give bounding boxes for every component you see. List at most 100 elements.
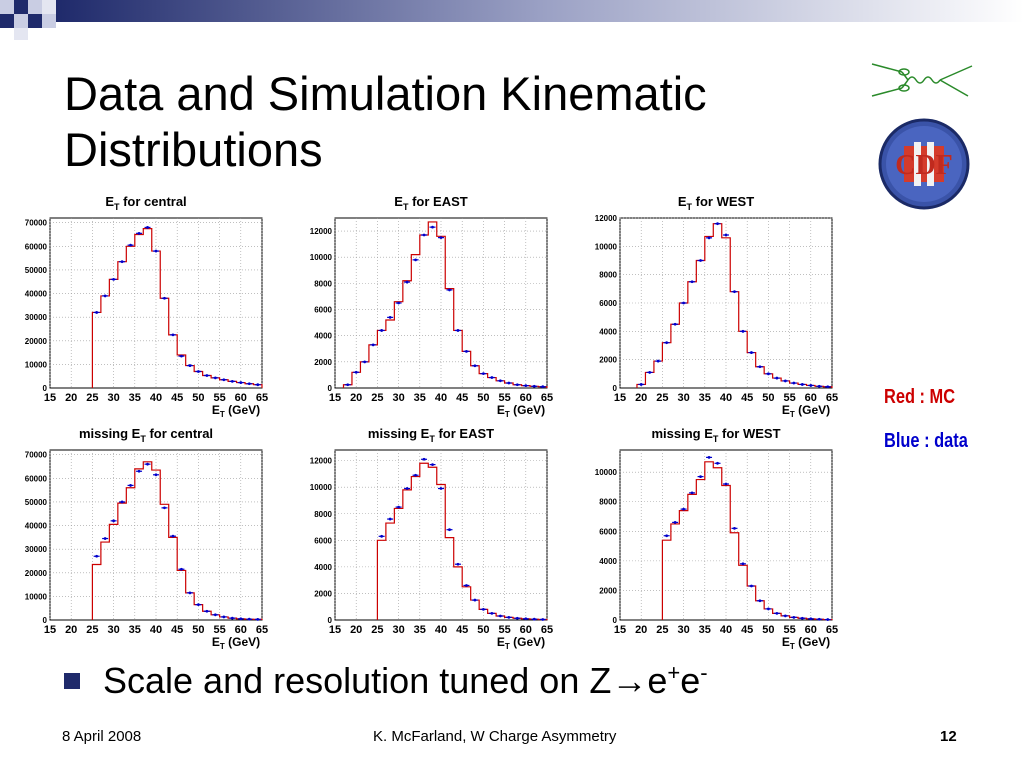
data-point	[169, 534, 176, 538]
x-tick-label: 25	[371, 392, 383, 404]
y-tick-label: 12000	[595, 214, 618, 223]
data-point	[706, 236, 713, 240]
y-tick-label: 2000	[314, 358, 332, 367]
y-tick-label: 10000	[310, 253, 333, 262]
data-point	[782, 379, 789, 383]
y-tick-label: 70000	[25, 219, 48, 228]
x-tick-label: 60	[520, 624, 532, 636]
y-tick-label: 30000	[25, 313, 48, 322]
y-tick-label: 20000	[25, 569, 48, 578]
x-tick-label: 65	[256, 624, 268, 636]
data-point	[531, 617, 538, 621]
data-point	[186, 364, 193, 367]
x-tick-label: 45	[741, 624, 753, 636]
x-axis-label: ET (GeV)	[212, 635, 260, 650]
x-tick-label: 45	[741, 392, 753, 404]
x-tick-label: 20	[635, 392, 647, 404]
data-point	[395, 301, 402, 305]
data-point	[790, 381, 797, 385]
y-tick-label: 6000	[599, 299, 617, 308]
y-tick-label: 12000	[310, 227, 333, 236]
data-point	[790, 615, 797, 619]
data-point	[680, 507, 687, 511]
data-point	[539, 385, 546, 389]
footer-date: 8 April 2008	[62, 728, 142, 745]
data-point	[169, 333, 176, 337]
data-point	[714, 461, 721, 465]
y-tick-label: 4000	[314, 332, 332, 341]
x-tick-label: 30	[392, 624, 404, 636]
x-tick-label: 20	[635, 624, 647, 636]
data-point	[505, 381, 512, 385]
mc-histogram	[91, 461, 263, 621]
x-axis-label: ET (GeV)	[212, 403, 260, 418]
data-point	[471, 598, 478, 602]
chart-et-central: ET for central 15 20 25 30 35 40 45 50 55 60 65 0 100…	[20, 190, 290, 418]
cdf-seal-icon: CDF	[878, 118, 970, 210]
data-point	[672, 521, 679, 524]
data-point	[161, 296, 168, 300]
data-point	[186, 591, 193, 595]
y-tick-label: 2000	[599, 586, 617, 595]
data-point	[212, 376, 219, 380]
bullet-sup-plus: +	[667, 660, 681, 685]
x-tick-label: 15	[329, 624, 341, 636]
y-tick-label: 8000	[314, 510, 332, 519]
cdf-logo: CDF	[871, 63, 973, 210]
x-tick-label: 25	[656, 624, 668, 636]
data-point	[361, 360, 368, 364]
svg-text:CDF: CDF	[895, 150, 953, 181]
x-tick-label: 50	[762, 624, 774, 636]
x-tick-label: 50	[192, 392, 204, 404]
y-tick-label: 20000	[25, 337, 48, 346]
x-tick-label: 60	[235, 624, 247, 636]
data-point	[463, 584, 470, 587]
x-tick-label: 45	[456, 392, 468, 404]
footer-page-number: 12	[940, 728, 957, 745]
data-point	[178, 567, 185, 571]
data-point	[714, 222, 721, 226]
chart-met-east-svg: missing ET for EAST 15 20 25 30 35 40 45 50 55 60 6…	[310, 426, 553, 650]
data-point	[127, 243, 134, 247]
x-tick-label: 30	[107, 392, 119, 404]
x-tick-label: 40	[435, 624, 447, 636]
y-tick-label: 0	[613, 384, 618, 393]
data-point	[161, 506, 168, 510]
data-point	[412, 473, 419, 477]
y-tick-label: 70000	[25, 451, 48, 460]
x-tick-label: 50	[192, 624, 204, 636]
data-point	[824, 618, 831, 621]
data-point	[697, 259, 704, 262]
data-point	[807, 617, 814, 621]
x-tick-label: 40	[720, 624, 732, 636]
data-point	[246, 617, 253, 621]
x-tick-label: 65	[826, 392, 838, 404]
data-point	[824, 385, 831, 389]
y-tick-label: 0	[613, 616, 618, 625]
chart-et-west: ET for WEST 15 20 25 30 35 40 45 50 55 60 65 0 2000 40…	[590, 190, 860, 418]
x-tick-label: 25	[371, 624, 383, 636]
y-tick-label: 6000	[314, 536, 332, 545]
x-tick-label: 65	[256, 392, 268, 404]
chart-met-central-svg: missing ET for central 15 20 25 30 35 40 45 50 55…	[25, 426, 268, 650]
data-point	[387, 517, 394, 521]
data-point	[220, 378, 227, 382]
data-point	[93, 554, 100, 558]
x-tick-label: 65	[541, 624, 553, 636]
x-tick-label: 45	[171, 392, 183, 404]
data-point	[706, 455, 713, 459]
data-point	[522, 617, 529, 621]
x-tick-label: 15	[329, 392, 341, 404]
data-point	[254, 618, 261, 621]
x-tick-label: 30	[677, 392, 689, 404]
data-point	[731, 290, 738, 294]
data-point	[739, 562, 746, 566]
chart-met-central: missing ET for central 15 20 25 30 35 40 45 50 55…	[20, 422, 290, 650]
mc-histogram	[91, 228, 263, 388]
data-point	[646, 371, 653, 374]
y-tick-label: 10000	[595, 468, 618, 477]
y-tick-label: 2000	[314, 589, 332, 598]
x-tick-label: 15	[614, 392, 626, 404]
y-tick-label: 10000	[310, 483, 333, 492]
data-point	[480, 372, 487, 376]
